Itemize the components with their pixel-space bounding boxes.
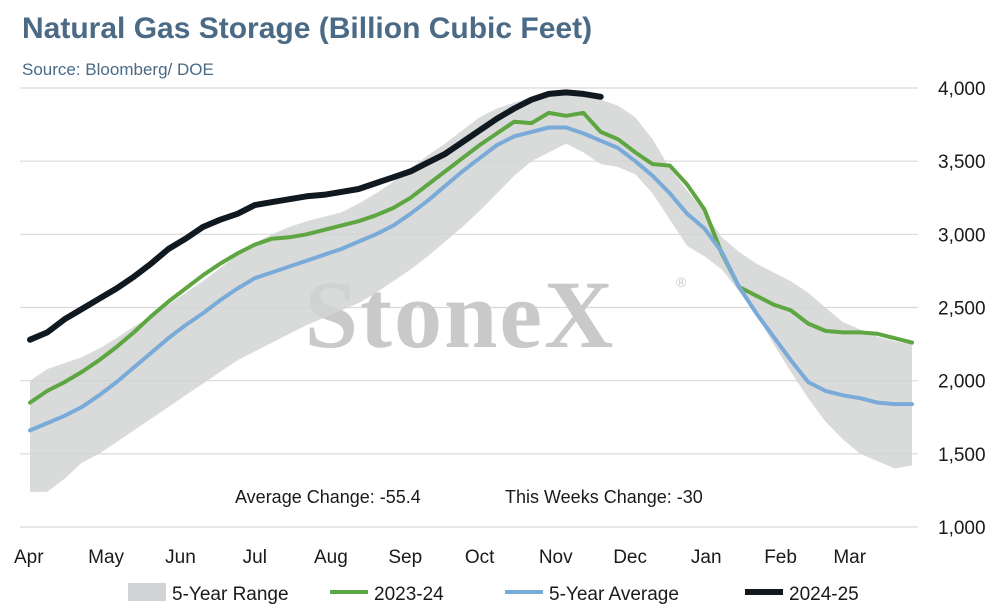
y-tick-label: 1,500 — [938, 445, 986, 466]
x-tick-label: Jul — [243, 547, 267, 568]
range-band-layer — [30, 90, 912, 492]
legend-label: 5-Year Range — [172, 584, 289, 605]
average-change-note: Average Change: -55.4 — [235, 487, 421, 507]
y-tick-label: 1,000 — [938, 518, 986, 539]
series-5-year-average-line — [28, 125, 914, 433]
chart-subtitle: Source: Bloomberg/ DOE — [22, 60, 214, 79]
y-tick-label: 2,000 — [938, 372, 986, 393]
legend-swatch-range — [128, 583, 166, 601]
y-tick-label: 3,500 — [938, 152, 986, 173]
series-lines-layer — [27, 89, 914, 433]
this-weeks-change-note: This Weeks Change: -30 — [505, 487, 703, 507]
legend-label: 2024-25 — [789, 584, 859, 605]
x-axis-ticks: Apr May Jun Jul Aug Sep Oct Nov Dec Jan Feb Mar — [14, 547, 867, 568]
watermark-registered-mark: ® — [676, 274, 687, 290]
five-year-range-band — [30, 90, 912, 492]
x-tick-label: Nov — [539, 547, 573, 568]
y-tick-label: 4,000 — [938, 79, 986, 100]
x-tick-label: Jun — [165, 547, 196, 568]
x-tick-label: Jan — [691, 547, 722, 568]
x-tick-label: Aug — [314, 547, 348, 568]
annotations: Average Change: -55.4 This Weeks Change:… — [235, 487, 703, 507]
x-tick-label: Sep — [388, 547, 422, 568]
chart-title: Natural Gas Storage (Billion Cubic Feet) — [22, 12, 593, 45]
legend-label: 5-Year Average — [549, 584, 679, 605]
x-tick-label: Mar — [833, 547, 866, 568]
x-tick-label: Feb — [764, 547, 797, 568]
x-tick-label: Oct — [465, 547, 495, 568]
legend: 5-Year Range 2023-24 5-Year Average 2024-25 — [128, 583, 859, 605]
x-tick-label: May — [88, 547, 124, 568]
x-tick-label: Dec — [613, 547, 647, 568]
legend-label: 2023-24 — [374, 584, 444, 605]
y-axis-ticks: 1,000 1,500 2,000 2,500 3,000 3,500 4,000 — [938, 79, 986, 539]
y-tick-label: 3,000 — [938, 225, 986, 246]
y-tick-label: 2,500 — [938, 299, 986, 320]
x-tick-label: Apr — [14, 547, 44, 568]
series-2024-25-line — [27, 89, 604, 343]
series-2023-24-line — [28, 110, 914, 405]
